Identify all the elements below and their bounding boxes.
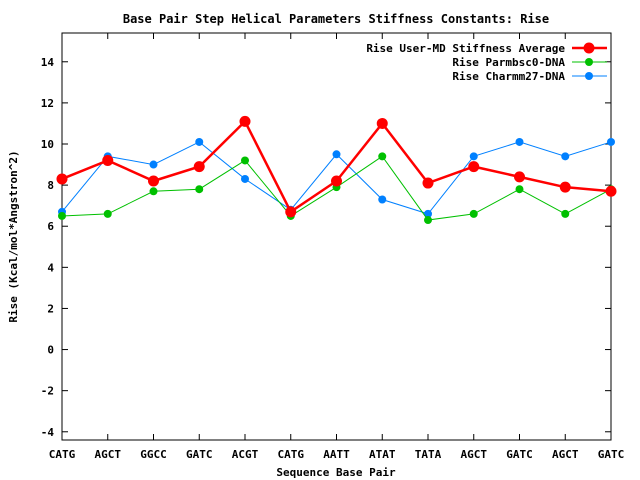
series-3-point [469, 152, 478, 161]
y-tick-label: 12 [41, 97, 54, 110]
series-1-point [331, 175, 342, 187]
series-2-point [103, 209, 112, 218]
legend-item-2-label: Rise Parmbsc0-DNA [452, 56, 565, 69]
y-tick-label: -4 [41, 426, 55, 439]
x-tick-label: AGCT [552, 448, 579, 461]
y-tick-label: 4 [47, 261, 54, 274]
series-1-point [376, 117, 388, 129]
y-tick-label: 0 [47, 344, 54, 357]
legend-item-1-marker [583, 42, 595, 54]
series-2-point [469, 209, 478, 218]
series-2-point [195, 185, 204, 194]
legend-item-1-label: Rise User-MD Stiffness Average [366, 42, 565, 55]
y-tick-label: -2 [41, 385, 54, 398]
series-2-point [58, 211, 66, 220]
x-tick-label: ATAT [369, 448, 396, 461]
series-3-point [332, 150, 341, 159]
series-1-point [148, 175, 159, 187]
series-1-point [56, 173, 68, 185]
x-tick-label: GATC [506, 448, 533, 461]
x-tick-label: CATG [49, 448, 76, 461]
series-1-point [422, 177, 434, 189]
series-3-point [607, 137, 615, 146]
series-2-point [378, 152, 387, 161]
plot-area: -4 -2 0 2 4 6 8 10 12 14 CATG AGCT GGCC GATC ACGT CATG A… [41, 32, 625, 461]
x-tick-label: AATT [323, 448, 350, 461]
series-2-point [561, 209, 570, 218]
legend-item-2-marker [585, 58, 593, 66]
legend-item-3-marker [585, 72, 593, 80]
series-2-point [424, 216, 432, 225]
y-tick-label: 8 [47, 179, 54, 192]
x-tick-label: AGCT [461, 448, 488, 461]
series-1-point [605, 185, 617, 197]
y-tick-label: 10 [41, 138, 54, 151]
series-1-point [193, 161, 205, 173]
x-tick-label: GATC [186, 448, 213, 461]
series-1-point [559, 181, 571, 193]
series-1-line [61, 119, 612, 214]
series-2-point [515, 185, 524, 194]
legend-item-3-label: Rise Charmm27-DNA [452, 70, 565, 83]
series-3-point [149, 160, 158, 169]
series-3-point [378, 195, 387, 204]
plot-frame [61, 32, 612, 441]
series-3-point [241, 174, 249, 183]
series-3-point [195, 137, 204, 146]
x-tick-label: GGCC [140, 448, 167, 461]
x-tick-label: TATA [415, 448, 442, 461]
x-tick-label: CATG [278, 448, 305, 461]
series-1-point [514, 171, 525, 183]
y-tick-label: 2 [47, 302, 54, 315]
chart-title: Base Pair Step Helical Parameters Stiffn… [123, 12, 549, 26]
series-3-point [515, 137, 524, 146]
series-3-point [424, 209, 432, 218]
series-1-point [239, 115, 251, 127]
series-3-point [561, 152, 570, 161]
y-tick-label: 6 [47, 220, 54, 233]
series-1-point [285, 206, 297, 218]
x-tick-label: GATC [598, 448, 625, 461]
y-axis-label: Rise (Kcal/mol*Angstron^2) [7, 150, 20, 322]
series-1-point [102, 154, 114, 166]
x-axis-label: Sequence Base Pair [276, 466, 396, 479]
series-2-point [149, 187, 158, 196]
series-2-point [241, 156, 249, 165]
series-1-point [468, 161, 480, 173]
x-tick-label: AGCT [95, 448, 122, 461]
y-tick-label: 14 [41, 56, 55, 69]
x-tick-label: ACGT [232, 448, 259, 461]
